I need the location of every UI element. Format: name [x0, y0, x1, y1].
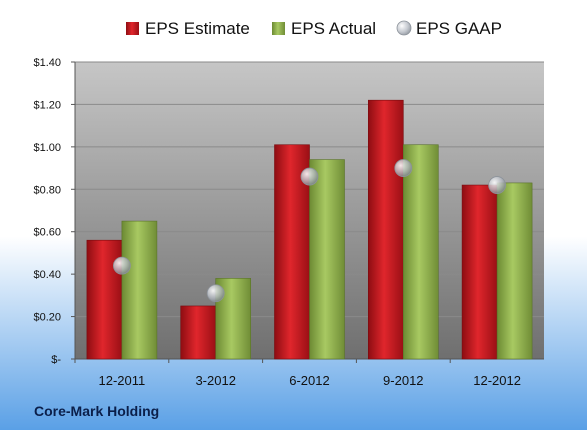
bars [86, 99, 533, 360]
y-tick-label: $1.40 [33, 57, 61, 69]
legend-label-actual: EPS Actual [291, 19, 376, 38]
marker-eps-gaap [113, 256, 131, 275]
company-name: Core-Mark Holding [34, 403, 159, 419]
bar-eps-estimate [461, 184, 498, 360]
y-tick-label: $- [51, 354, 61, 366]
legend-swatch-actual [272, 22, 285, 35]
marker-eps-gaap [300, 167, 319, 186]
x-tick-label: 12-2012 [473, 373, 521, 388]
y-tick-label: $0.80 [33, 184, 61, 196]
x-tick-label: 3-2012 [195, 373, 235, 388]
legend: EPS Estimate EPS Actual EPS GAAP [126, 19, 502, 38]
gaap-markers [113, 159, 507, 303]
x-tick-label: 9-2012 [383, 373, 423, 388]
bar-eps-estimate [367, 99, 404, 360]
y-tick-label: $1.00 [33, 142, 61, 154]
legend-label-gaap: EPS GAAP [416, 19, 502, 38]
legend-item-estimate: EPS Estimate [126, 19, 250, 38]
bar-eps-actual [121, 220, 158, 360]
x-tick-label: 12-2011 [99, 373, 146, 388]
marker-eps-gaap [394, 159, 413, 177]
bar-eps-estimate [86, 239, 123, 360]
y-tick-label: $0.60 [33, 227, 61, 239]
marker-eps-gaap [488, 176, 507, 194]
x-axis: 12-2011 3-2012 6-2012 9-2012 12-2012 [74, 359, 521, 388]
x-tick-label: 6-2012 [289, 373, 329, 388]
y-tick-label: $0.40 [33, 269, 61, 281]
legend-swatch-estimate [126, 22, 139, 35]
bar-eps-actual [496, 182, 533, 360]
y-tick-label: $0.20 [33, 312, 61, 324]
legend-item-actual: EPS Actual [272, 19, 376, 38]
bar-eps-actual [309, 159, 345, 360]
legend-swatch-gaap [396, 20, 412, 36]
legend-label-estimate: EPS Estimate [145, 19, 250, 38]
bar-eps-actual [402, 144, 439, 360]
marker-eps-gaap [206, 284, 225, 303]
legend-item-gaap: EPS GAAP [396, 19, 502, 38]
y-axis: $- $0.20 $0.40 $0.60 $0.80 $1.00 $1.20 $1.40 [33, 57, 544, 366]
y-tick-label: $1.20 [33, 99, 61, 111]
bar-eps-estimate [180, 305, 216, 360]
